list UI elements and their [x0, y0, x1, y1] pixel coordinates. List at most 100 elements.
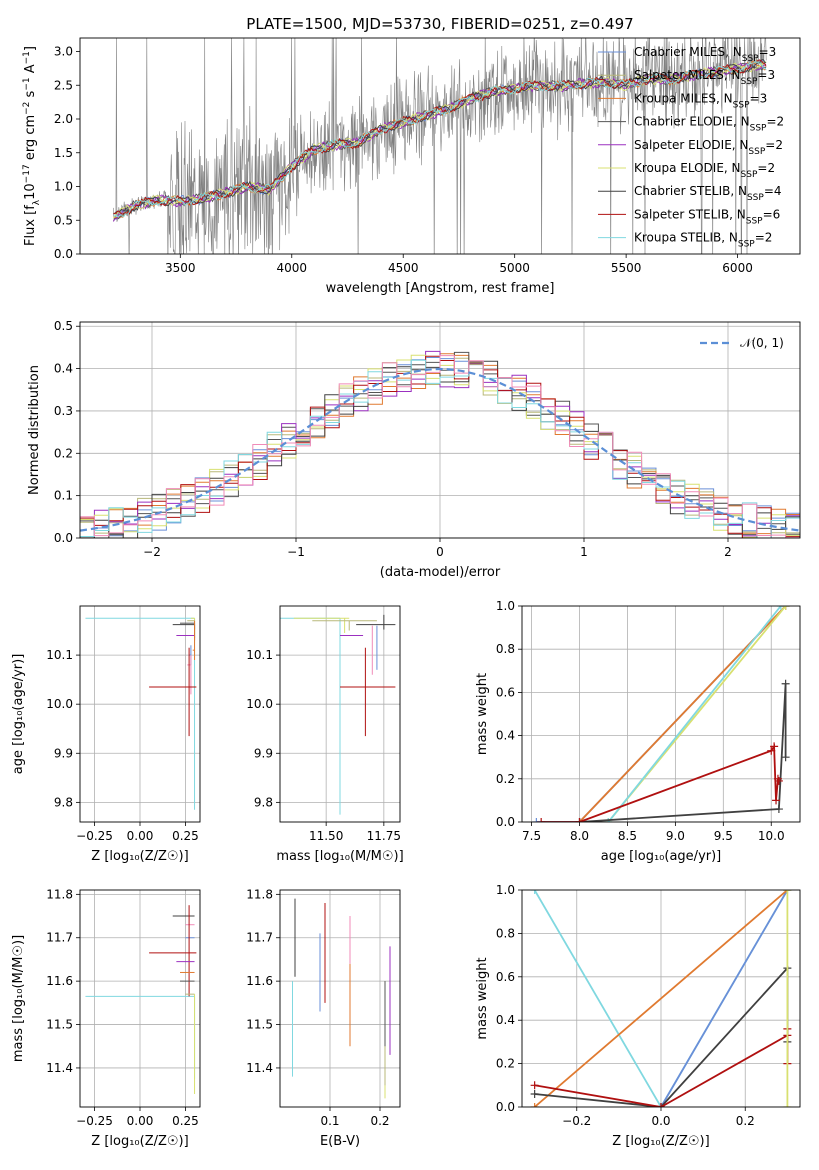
y-label-part: −1	[22, 77, 32, 90]
legend-text-main: Salpeter STELIB, N	[634, 207, 746, 221]
legend-entry: Chabrier MILES, NSSP=3	[634, 45, 776, 64]
y-tick-label: 3.0	[54, 45, 73, 59]
axes-frame	[79, 605, 201, 823]
weight-marker	[530, 1089, 539, 1098]
weight-marker	[532, 818, 541, 822]
legend-text-sub: SSP	[742, 54, 759, 64]
figure-title: PLATE=1500, MJD=53730, FIBERID=0251, z=0…	[246, 15, 633, 33]
weight-marker	[575, 818, 584, 822]
weight-line-krou_miles	[534, 890, 788, 1107]
x-tick-label: 3500	[165, 261, 196, 275]
legend-entry: Salpeter STELIB, NSSP=6	[634, 207, 780, 226]
weight-line-krou_stelib	[607, 606, 782, 822]
y-tick-label: 1.5	[54, 146, 73, 160]
y-label-part: λ	[32, 199, 42, 205]
weight-marker	[537, 818, 546, 822]
x-axis-label: wavelength [Angstrom, rest frame]	[326, 281, 555, 296]
y-tick-label: 9.9	[254, 746, 273, 760]
weight-marker	[530, 1103, 539, 1107]
x-tick-label: 4500	[388, 261, 419, 275]
legend-text-sub: SSP	[733, 100, 750, 110]
legend-text-main: Kroupa ELODIE, N	[634, 161, 741, 175]
plot-area-mass_vs_Z	[80, 890, 200, 1107]
legend-entry: Chabrier STELIB, NSSP=4	[634, 184, 782, 203]
y-tick-label: 0.0	[496, 815, 515, 829]
legend-text-sub: SSP	[738, 240, 755, 250]
x-tick-label: 0.1	[320, 1114, 339, 1128]
plot-area-mass_vs_EBV	[280, 890, 400, 1107]
legend-text-end: =3	[759, 45, 777, 59]
plot-area-age_vs_mass	[280, 606, 400, 822]
y-axis-label: mass weight	[475, 957, 490, 1039]
legend-text-sub: SSP	[750, 124, 767, 134]
y-tick-label: 1.0	[54, 180, 73, 194]
legend-text-main: Chabrier MILES, N	[634, 45, 742, 59]
legend-text-main: Kroupa MILES, N	[634, 91, 733, 105]
y-tick-label: 11.4	[246, 1061, 273, 1075]
x-tick-label: −0.25	[76, 829, 113, 843]
axes-frame	[79, 37, 801, 255]
x-tick-label: 0	[436, 545, 444, 559]
y-tick-label: 9.8	[254, 795, 273, 809]
weight-line-chab_miles	[660, 890, 789, 1107]
y-tick-label: 10.0	[246, 697, 273, 711]
weight-marker	[770, 742, 779, 751]
legend-text-main: Kroupa STELIB, N	[634, 231, 738, 245]
y-tick-label: 0.6	[496, 970, 515, 984]
legend-text-sub: SSP	[748, 147, 765, 157]
weight-marker	[781, 679, 790, 688]
y-label-part: 10	[23, 183, 38, 200]
y-label-part: Flux [f	[23, 205, 38, 246]
x-tick-label: 0.0	[651, 1114, 670, 1128]
panel-age_vs_mass: 11.50 11.75 9.8 9.9 10.0 10.1 mass [log₁₀(M/M☉…	[246, 605, 404, 864]
y-tick-label: 11.7	[46, 931, 73, 945]
weight-marker	[781, 753, 790, 762]
model-krou_stelib	[113, 60, 767, 218]
legend-text-sub: SSP	[747, 193, 764, 203]
panel-spectrum: 3500 4000 4500 5000 5500 6000 0.0 0.5 1.0 1.5 2.0 2…	[22, 37, 801, 296]
legend-entry: Kroupa ELODIE, NSSP=2	[634, 161, 775, 180]
x-tick-label: 7.5	[522, 829, 541, 843]
y-tick-label: 1.0	[496, 883, 515, 897]
y-label-part: ]	[23, 46, 38, 51]
legend-entry: 𝒩(0, 1)	[740, 336, 784, 350]
weight-line-chab_stelib	[579, 683, 787, 822]
weight-marker	[781, 606, 790, 610]
y-label-part: −1	[22, 51, 32, 64]
panel-mass_vs_Z: −0.25 0.00 0.25 11.4 11.5 11.6 11.7 11.8 Z [log₁…	[11, 887, 201, 1149]
legend-text-end: =3	[757, 68, 775, 82]
weight-marker	[774, 805, 783, 814]
x-tick-label: 8.5	[618, 829, 637, 843]
x-tick-label: 9.5	[714, 829, 733, 843]
panel-weight_vs_Z: −0.2 0.0 0.2 0.0 0.2 0.4 0.6 0.8 1.0 Z [log₁₀(Z/Z…	[475, 883, 801, 1149]
y-tick-label: 0.0	[54, 247, 73, 261]
y-tick-label: 10.1	[46, 648, 73, 662]
y-tick-label: 11.4	[46, 1061, 73, 1075]
x-axis-label: Z [log₁₀(Z/Z☉)]	[91, 849, 188, 864]
model-chab_stelib	[113, 59, 767, 214]
legend-text-main: Chabrier STELIB, N	[634, 184, 747, 198]
histogram-chab_stelib	[80, 360, 800, 538]
y-tick-label: 11.5	[46, 1018, 73, 1032]
axes-frame	[521, 889, 801, 1108]
y-tick-label: 0.8	[496, 642, 515, 656]
y-axis-label: Flux [fλ10−17 erg cm−2 s−1 A−1]	[22, 46, 42, 246]
weight-marker	[530, 890, 539, 894]
legend-text-end: =2	[757, 161, 775, 175]
axes-frame	[79, 321, 801, 539]
x-tick-label: 11.75	[367, 829, 401, 843]
x-tick-label: 4000	[276, 261, 307, 275]
weight-marker	[783, 890, 792, 894]
weight-marker	[657, 1103, 665, 1107]
weight-marker	[530, 1081, 539, 1090]
y-axis-label: mass weight	[475, 673, 490, 755]
y-label-part: −17	[22, 164, 32, 183]
legend-text-sub: SSP	[741, 170, 758, 180]
x-tick-label: 0.25	[172, 829, 199, 843]
y-tick-label: 0.2	[496, 1057, 515, 1071]
plot-area-residuals	[80, 322, 800, 538]
legend-entry: Kroupa STELIB, NSSP=2	[634, 231, 772, 250]
plot-area-weight_vs_age	[522, 606, 800, 822]
y-label-part: erg cm	[23, 115, 38, 164]
